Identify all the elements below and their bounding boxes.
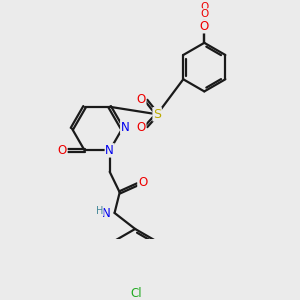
Text: O: O — [201, 2, 209, 12]
Text: Cl: Cl — [131, 287, 142, 300]
Text: O: O — [58, 144, 67, 157]
Text: S: S — [153, 108, 161, 121]
Text: N: N — [105, 144, 114, 157]
Text: O: O — [136, 121, 146, 134]
Text: N: N — [102, 207, 111, 220]
Text: O: O — [138, 176, 147, 189]
Text: N: N — [121, 121, 130, 134]
Text: H: H — [96, 206, 103, 216]
Text: O: O — [200, 9, 208, 19]
Text: O: O — [200, 20, 209, 33]
Text: O: O — [136, 93, 146, 106]
Text: O: O — [200, 21, 209, 31]
